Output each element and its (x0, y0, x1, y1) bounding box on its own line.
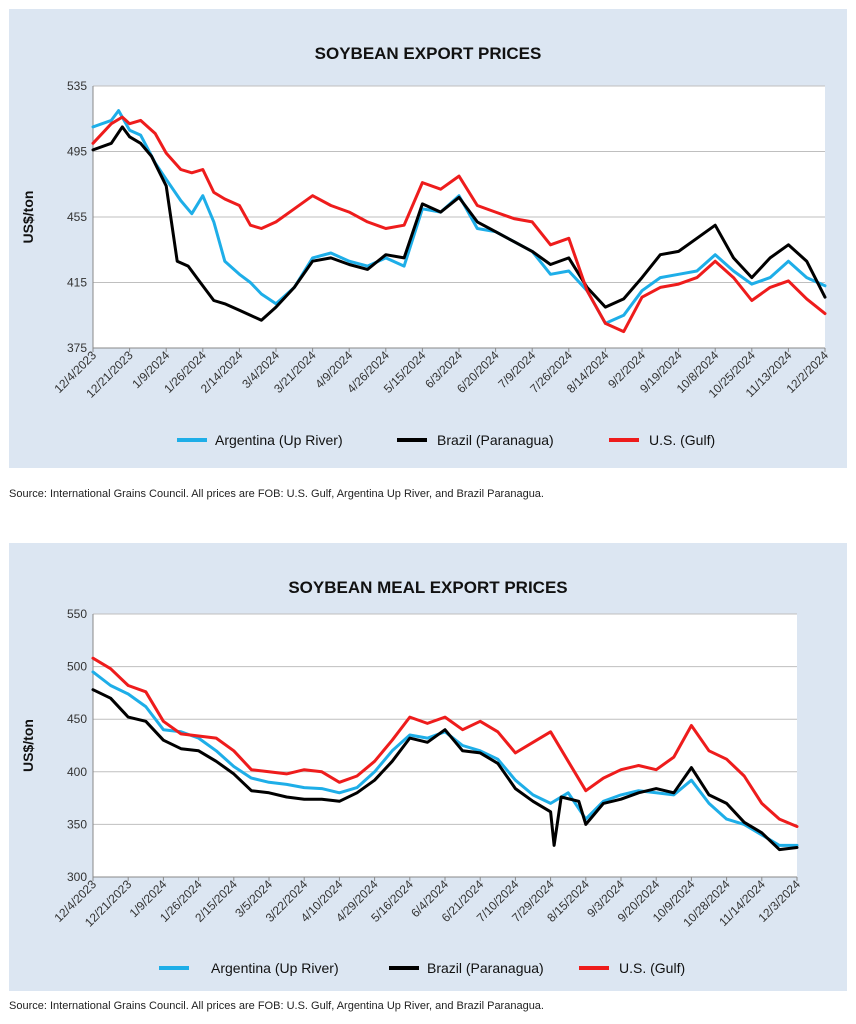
y-tick-label: 500 (67, 660, 87, 674)
legend-label-u-s-gulf: U.S. (Gulf) (619, 960, 685, 976)
series-line-u-s-gulf (91, 656, 799, 828)
chart-source-note: Source: International Grains Council. Al… (9, 1000, 544, 1012)
series-line-argentina-up-river (91, 109, 827, 325)
series-line-u-s-gulf (91, 115, 827, 334)
y-tick-label: 415 (67, 276, 87, 290)
y-tick-label: 400 (67, 765, 87, 779)
y-tick-label: 550 (67, 607, 87, 621)
y-tick-label: 495 (67, 145, 87, 159)
chart-source-note: Source: International Grains Council. Al… (9, 488, 544, 500)
chart-svg: SOYBEAN EXPORT PRICES 375 415 455 495 535 US$/… (20, 44, 831, 448)
legend-label-argentina-up-river: Argentina (Up River) (211, 960, 339, 976)
legend-label-u-s-gulf: U.S. (Gulf) (649, 432, 715, 448)
y-axis-label: US$/ton (20, 191, 36, 244)
y-tick-label: 455 (67, 210, 87, 224)
y-axis-label: US$/ton (20, 719, 36, 772)
legend-label-argentina-up-river: Argentina (Up River) (215, 432, 343, 448)
legend-label-brazil-paranagua: Brazil (Paranagua) (427, 960, 544, 976)
chart-title: SOYBEAN EXPORT PRICES (315, 44, 542, 63)
soybean-meal-export-prices-chart: SOYBEAN MEAL EXPORT PRICES 300 350 400 450 50… (9, 543, 847, 991)
chart-svg: SOYBEAN MEAL EXPORT PRICES 300 350 400 450 50… (20, 578, 803, 976)
series-line-brazil-paranagua (91, 688, 799, 852)
y-tick-label: 300 (67, 870, 87, 884)
y-tick-label: 450 (67, 712, 87, 726)
plot-area (93, 614, 797, 877)
y-tick-label: 375 (67, 341, 87, 355)
series-line-brazil-paranagua (91, 125, 827, 322)
y-tick-label: 535 (67, 79, 87, 93)
y-tick-label: 350 (67, 817, 87, 831)
soybean-export-prices-chart: SOYBEAN EXPORT PRICES 375 415 455 495 535 US$/… (9, 9, 847, 468)
chart-title: SOYBEAN MEAL EXPORT PRICES (288, 578, 567, 597)
legend-label-brazil-paranagua: Brazil (Paranagua) (437, 432, 554, 448)
